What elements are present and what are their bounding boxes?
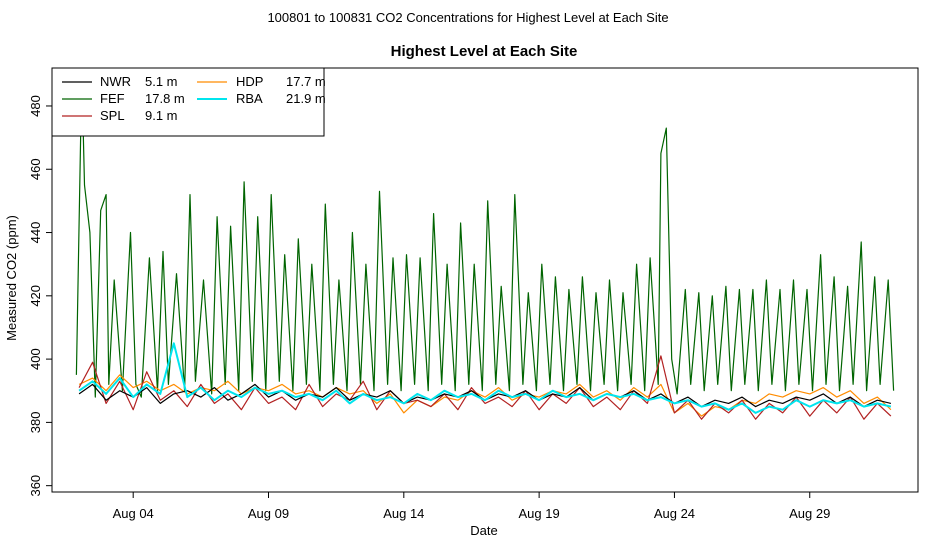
y-tick-label: 460 xyxy=(28,158,43,180)
y-axis-label: Measured CO2 (ppm) xyxy=(4,215,19,341)
legend-height-rba: 21.9 m xyxy=(286,91,326,106)
x-tick-label: Aug 24 xyxy=(654,506,695,521)
y-tick-label: 480 xyxy=(28,95,43,117)
legend: NWR 5.1 m FEF 17.8 m SPL 9.1 m HDP 17.7 m RBA 21.… xyxy=(51,67,326,137)
legend-height-spl: 9.1 m xyxy=(145,108,178,123)
legend-label-hdp: HDP xyxy=(236,74,263,89)
legend-label-nwr: NWR xyxy=(100,74,131,89)
x-tick-label: Aug 19 xyxy=(519,506,560,521)
legend-label-rba: RBA xyxy=(236,91,263,106)
series-line-rba xyxy=(78,342,892,414)
legend-label-fef: FEF xyxy=(100,91,125,106)
y-tick-label: 380 xyxy=(28,412,43,434)
series-layer xyxy=(75,70,895,420)
legend-height-fef: 17.8 m xyxy=(145,91,185,106)
y-tick-label: 360 xyxy=(28,475,43,497)
x-tick-label: Aug 14 xyxy=(383,506,424,521)
series-line-spl xyxy=(78,355,892,420)
y-tick-label: 440 xyxy=(28,222,43,244)
x-tick-label: Aug 09 xyxy=(248,506,289,521)
y-axis: 360 380 400 420 440 460 480 xyxy=(28,95,53,497)
series-line-fef xyxy=(75,70,895,398)
x-tick-label: Aug 29 xyxy=(789,506,830,521)
chart-title: Highest Level at Each Site xyxy=(391,43,578,60)
x-axis-label: Date xyxy=(470,523,497,538)
x-axis: Aug 04 Aug 09 Aug 14 Aug 19 Aug 24 Aug 29 xyxy=(113,491,830,521)
x-tick-label: Aug 04 xyxy=(113,506,154,521)
series-line-hdp xyxy=(78,374,892,417)
legend-box xyxy=(51,67,325,137)
legend-label-spl: SPL xyxy=(100,108,125,123)
legend-height-nwr: 5.1 m xyxy=(145,74,178,89)
legend-height-hdp: 17.7 m xyxy=(286,74,326,89)
y-tick-label: 400 xyxy=(28,348,43,370)
page-title: 100801 to 100831 CO2 Concentrations for … xyxy=(267,10,668,25)
y-tick-label: 420 xyxy=(28,285,43,307)
